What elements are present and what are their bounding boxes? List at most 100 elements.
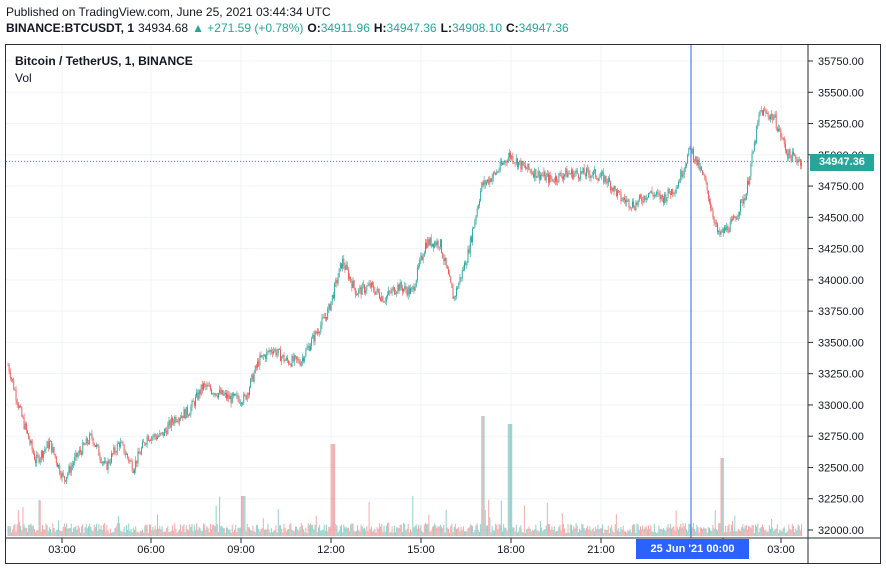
candle-body (580, 171, 582, 179)
volume-bar (689, 523, 691, 536)
candle-body (242, 402, 244, 405)
volume-bar (705, 528, 707, 536)
price-tick-label: 34250.00 (818, 244, 864, 256)
volume-bar (441, 526, 443, 536)
volume-bar (768, 525, 770, 536)
candle-body (707, 190, 709, 199)
candle-body (151, 437, 153, 441)
candle-body (192, 400, 194, 403)
candle-body (629, 207, 631, 209)
candle-body (339, 263, 341, 269)
volume-bar (185, 525, 187, 536)
volume-bar (249, 527, 250, 536)
volume-bar (474, 530, 476, 536)
volume-bar (336, 525, 338, 536)
candle-body (561, 176, 563, 180)
candle-body (477, 205, 479, 209)
candle-body (680, 170, 682, 182)
volume-bar (423, 524, 425, 536)
volume-bar (21, 530, 23, 536)
volume-bar (451, 523, 453, 536)
volume-bar (349, 531, 351, 536)
volume-bar (62, 526, 64, 536)
candle-body (583, 167, 585, 175)
volume-bar (86, 528, 88, 536)
volume-bar (792, 525, 794, 536)
volume-bar (77, 525, 79, 536)
candle-body (749, 176, 751, 185)
volume-bar (178, 529, 180, 536)
candle-body (499, 161, 501, 171)
high-key: H: (373, 21, 387, 35)
candle-body (704, 174, 706, 179)
volume-bar (600, 528, 602, 536)
candle-body (701, 167, 702, 171)
candle-body (245, 395, 247, 400)
volume-bar (288, 528, 290, 536)
candle-body (644, 195, 646, 200)
candle-body (180, 417, 181, 419)
volume-bar (657, 532, 659, 536)
volume-bar (239, 527, 241, 536)
volume-bar (229, 529, 231, 536)
volume-bar (587, 525, 589, 536)
candle-body (195, 396, 196, 406)
volume-bar (174, 523, 176, 536)
volume-bar (452, 532, 454, 536)
volume-bar (707, 527, 709, 536)
volume-bar (315, 515, 317, 536)
volume-bar (789, 529, 791, 536)
candle-body (289, 363, 291, 365)
candle-body (492, 172, 494, 178)
candle-body (59, 464, 61, 474)
candle-body (259, 355, 261, 366)
candle-body (615, 189, 617, 197)
volume-bar (715, 529, 717, 536)
candle-body (632, 201, 633, 208)
candle-body (132, 470, 134, 474)
candle-body (656, 192, 658, 195)
volume-bar (482, 416, 484, 536)
candle-body (119, 443, 120, 447)
candle-body (686, 163, 687, 167)
candle-body (66, 476, 68, 482)
candle-body (767, 112, 769, 117)
volume-bar (700, 527, 702, 536)
chart-panel[interactable] (5, 44, 881, 564)
candle-body (392, 287, 394, 290)
volume-bar (285, 531, 287, 536)
volume-bar (520, 525, 522, 536)
candle-body (364, 285, 365, 293)
candle-body (699, 167, 701, 170)
candle-body (314, 331, 316, 342)
candle-body (155, 436, 157, 439)
candle-body (768, 116, 770, 120)
volume-bar (444, 532, 446, 536)
candle-body (120, 441, 122, 447)
candle-body (461, 269, 463, 279)
volume-bar (744, 525, 746, 536)
volume-bar (366, 526, 368, 536)
volume-bar (101, 530, 103, 536)
candle-body (91, 433, 93, 438)
volume-bar (359, 531, 361, 536)
volume-bar (660, 528, 662, 536)
candle-body (445, 257, 447, 266)
candle-body (591, 175, 593, 176)
volume-bar (42, 524, 43, 536)
candle-body (65, 480, 66, 482)
candle-body (40, 451, 42, 459)
volume-bar (527, 528, 529, 536)
candle-body (124, 453, 126, 455)
volume-bar (297, 529, 299, 536)
volume-bar (681, 527, 683, 536)
candle-body (751, 153, 753, 165)
candle-body (385, 296, 387, 302)
candle-body (122, 442, 124, 445)
volume-bar (19, 521, 20, 536)
candle-body (726, 225, 728, 231)
candle-body (622, 197, 624, 201)
volume-bar (361, 526, 363, 536)
volume-bar (194, 530, 196, 536)
